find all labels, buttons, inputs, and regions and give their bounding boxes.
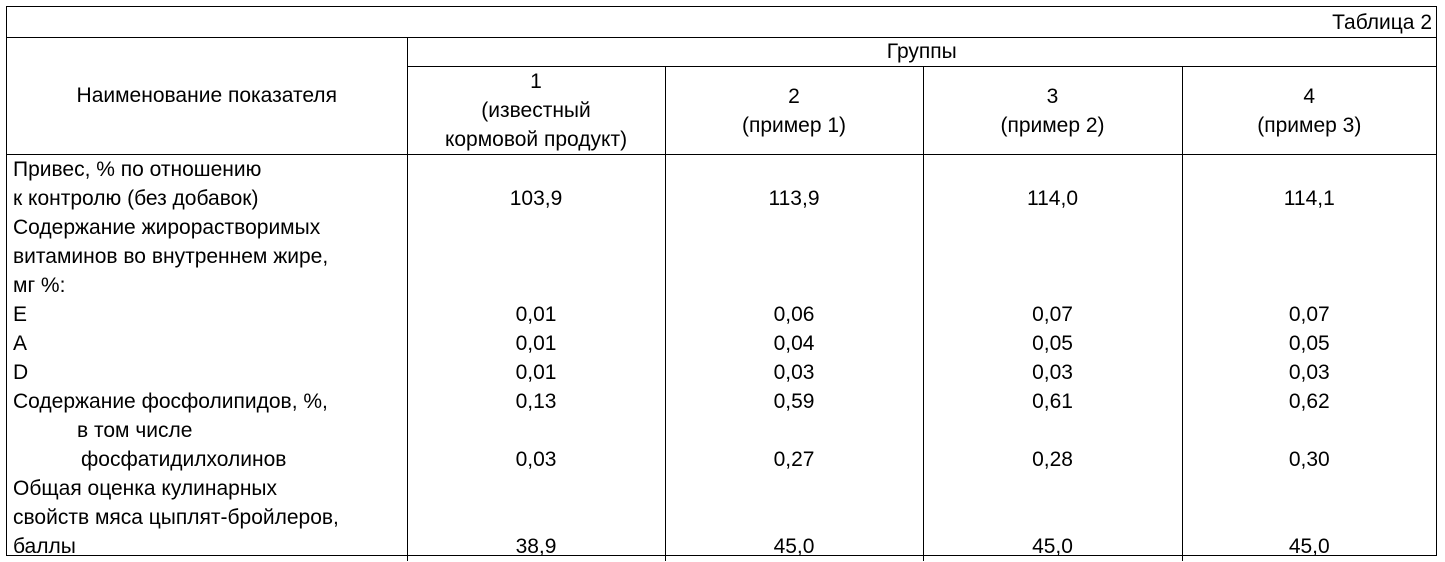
value-cell bbox=[408, 242, 665, 271]
value-cell: 0,07 bbox=[924, 300, 1182, 329]
value-cell bbox=[1183, 213, 1437, 242]
value-cell bbox=[666, 242, 923, 271]
value-cell: 0,03 bbox=[1183, 358, 1437, 387]
indicator-label: E bbox=[7, 300, 407, 329]
value-cell bbox=[408, 155, 665, 184]
value-cell: 0,03 bbox=[924, 358, 1182, 387]
value-cell bbox=[1183, 155, 1437, 184]
value-cell bbox=[1183, 474, 1437, 503]
value-cell: 0,62 bbox=[1183, 387, 1437, 416]
value-cell: 0,05 bbox=[924, 329, 1182, 358]
indicator-label: Содержание жирорастворимых bbox=[7, 213, 407, 242]
value-cell: 0,06 bbox=[666, 300, 923, 329]
indicator-label: Содержание фосфолипидов, %, bbox=[7, 387, 407, 416]
value-cell: 0,27 bbox=[666, 445, 923, 474]
value-cell: 103,9 bbox=[408, 184, 665, 213]
value-cell: 0,01 bbox=[408, 358, 665, 387]
value-cell bbox=[1183, 271, 1437, 300]
value-cell bbox=[1183, 416, 1437, 445]
value-cell bbox=[924, 213, 1182, 242]
value-cell: 113,9 bbox=[666, 184, 923, 213]
value-cell bbox=[924, 155, 1182, 184]
group-3-header: 3 (пример 2) bbox=[923, 67, 1182, 155]
group-3-number: 3 bbox=[924, 82, 1182, 111]
data-table: Наименование показателя Группы 1 (извест… bbox=[7, 37, 1436, 561]
indicator-column: Привес, % по отношению к контролю (без д… bbox=[7, 155, 407, 562]
value-cell bbox=[408, 474, 665, 503]
group-1-note-a: (известный bbox=[408, 96, 665, 125]
value-cell bbox=[666, 503, 923, 532]
indicator-label: витаминов во внутреннем жире, bbox=[7, 242, 407, 271]
value-cell bbox=[1183, 242, 1437, 271]
value-cell bbox=[408, 271, 665, 300]
value-cell bbox=[924, 242, 1182, 271]
indicator-label: Привес, % по отношению bbox=[7, 155, 407, 184]
indicator-label: к контролю (без добавок) bbox=[7, 184, 407, 213]
group-1-number: 1 bbox=[408, 67, 665, 96]
indicator-label: A bbox=[7, 329, 407, 358]
value-cell bbox=[666, 155, 923, 184]
value-cell: 0,03 bbox=[408, 445, 665, 474]
indicator-header: Наименование показателя bbox=[7, 37, 407, 155]
value-cell: 0,59 bbox=[666, 387, 923, 416]
value-cell bbox=[924, 474, 1182, 503]
value-cell: 0,01 bbox=[408, 300, 665, 329]
value-cell bbox=[666, 474, 923, 503]
indicator-label: D bbox=[7, 358, 407, 387]
value-cell bbox=[924, 416, 1182, 445]
indicator-label: баллы bbox=[7, 532, 407, 561]
value-cell bbox=[924, 503, 1182, 532]
indicator-label: свойств мяса цыплят-бройлеров, bbox=[7, 503, 407, 532]
value-cell: 0,61 bbox=[924, 387, 1182, 416]
value-cell bbox=[408, 213, 665, 242]
value-cell bbox=[666, 271, 923, 300]
value-cell: 45,0 bbox=[1183, 532, 1437, 561]
value-cell: 0,01 bbox=[408, 329, 665, 358]
table-caption: Таблица 2 bbox=[7, 7, 1436, 38]
group-1-note-b: кормовой продукт) bbox=[408, 125, 665, 154]
group-1-header: 1 (известный кормовой продукт) bbox=[407, 67, 665, 155]
group-2-values: 113,9 0,06 0,04 0,03 0,59 0,27 45,0 bbox=[665, 155, 923, 562]
value-cell bbox=[666, 416, 923, 445]
value-cell: 45,0 bbox=[666, 532, 923, 561]
indicator-label: мг %: bbox=[7, 271, 407, 300]
table-frame: Таблица 2 Наименование показателя Группы… bbox=[6, 6, 1437, 556]
group-4-header: 4 (пример 3) bbox=[1182, 67, 1436, 155]
group-4-number: 4 bbox=[1183, 82, 1437, 111]
value-cell: 45,0 bbox=[924, 532, 1182, 561]
group-3-values: 114,0 0,07 0,05 0,03 0,61 0,28 45,0 bbox=[923, 155, 1182, 562]
group-1-values: 103,9 0,01 0,01 0,01 0,13 0,03 38,9 bbox=[407, 155, 665, 562]
value-cell bbox=[924, 271, 1182, 300]
group-2-header: 2 (пример 1) bbox=[665, 67, 923, 155]
value-cell: 114,0 bbox=[924, 184, 1182, 213]
group-2-number: 2 bbox=[666, 82, 923, 111]
indicator-label: Общая оценка кулинарных bbox=[7, 474, 407, 503]
value-cell: 0,13 bbox=[408, 387, 665, 416]
value-cell: 0,04 bbox=[666, 329, 923, 358]
indicator-label: фосфатидилхолинов bbox=[7, 445, 407, 474]
group-2-note: (пример 1) bbox=[666, 111, 923, 140]
value-cell bbox=[666, 213, 923, 242]
group-3-note: (пример 2) bbox=[924, 111, 1182, 140]
value-cell: 0,07 bbox=[1183, 300, 1437, 329]
indicator-label: в том числе bbox=[7, 416, 407, 445]
group-4-note: (пример 3) bbox=[1183, 111, 1437, 140]
value-cell: 0,05 bbox=[1183, 329, 1437, 358]
group-4-values: 114,1 0,07 0,05 0,03 0,62 0,30 45,0 bbox=[1182, 155, 1436, 562]
value-cell: 0,28 bbox=[924, 445, 1182, 474]
value-cell: 0,30 bbox=[1183, 445, 1437, 474]
value-cell: 114,1 bbox=[1183, 184, 1437, 213]
value-cell bbox=[1183, 503, 1437, 532]
value-cell: 0,03 bbox=[666, 358, 923, 387]
value-cell bbox=[408, 503, 665, 532]
value-cell bbox=[408, 416, 665, 445]
groups-header: Группы bbox=[407, 37, 1436, 67]
value-cell: 38,9 bbox=[408, 532, 665, 561]
